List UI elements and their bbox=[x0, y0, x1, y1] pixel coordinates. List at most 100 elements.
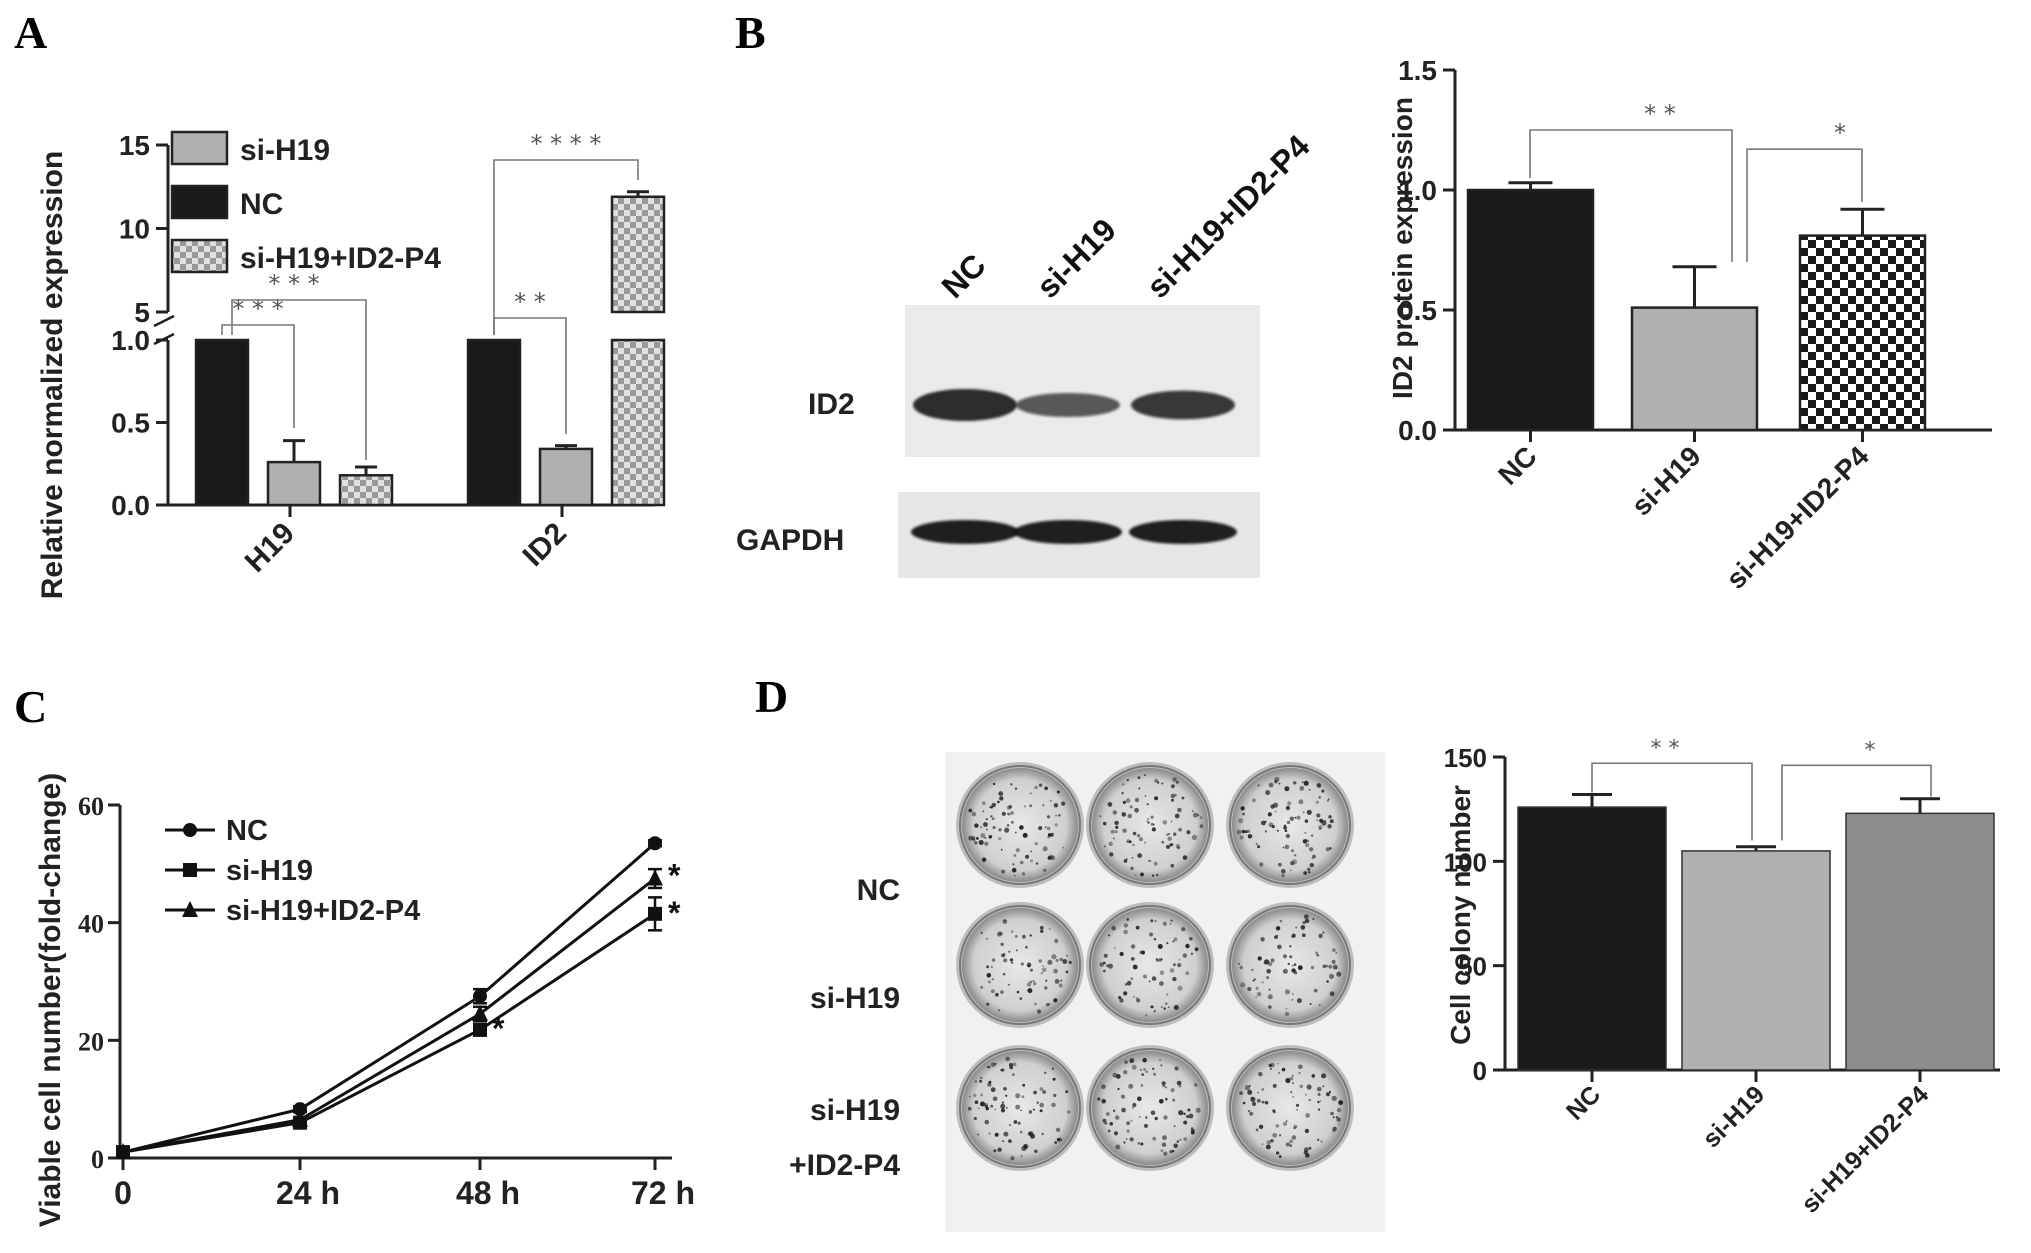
blot-lane-label-1: si-H19 bbox=[1029, 212, 1122, 305]
panel-b-bar-nc-error bbox=[1508, 181, 1553, 190]
panel-d-bar-si-h19-error bbox=[1736, 845, 1776, 851]
panel-a-axis-break bbox=[153, 314, 175, 328]
panel-c-ytick-2: 40 bbox=[78, 910, 104, 939]
panel-c-point-2-2 bbox=[472, 1004, 488, 1021]
panel-c-legend-marker-0 bbox=[183, 823, 197, 837]
panel-b-xtick-1: si-H19 bbox=[1625, 440, 1706, 521]
panel-b-axes: 0.0 0.5 1.0 1.5 bbox=[1398, 55, 1992, 446]
panel-c-point-1-3 bbox=[648, 906, 662, 921]
panel-a-bar-id2-si-h19-id2-p4-error bbox=[627, 190, 649, 197]
panel-b-sig-nc-si-label: * * bbox=[1644, 100, 1676, 128]
panel-a-sig-h19-rescue-label: * * * bbox=[268, 270, 319, 298]
blot-band-gapdh-lane-1 bbox=[1014, 520, 1122, 544]
blot-band-id2-lane-1 bbox=[1016, 393, 1120, 417]
colony-row-label-nc: NC bbox=[857, 874, 900, 907]
blot-row-label-gapdh: GAPDH bbox=[736, 524, 844, 557]
colony-well-r1-c2 bbox=[1226, 902, 1354, 1028]
panel-b-bar-si-h19-id2-p4 bbox=[1798, 234, 1927, 432]
panel-c-xtick-2: 48 h bbox=[456, 1175, 520, 1211]
panel-a-legend-swatch-1 bbox=[170, 184, 229, 220]
panel-c-line-0 bbox=[122, 842, 656, 1154]
panel-a-legend-label-2: si-H19+ID2-P4 bbox=[240, 242, 441, 275]
panel-a-sig-h19-rescue: * * * bbox=[231, 270, 367, 460]
panel-c-legend-label-2: si-H19+ID2-P4 bbox=[226, 895, 420, 927]
panel-c-legend-label-0: NC bbox=[226, 815, 268, 847]
panel-d-chart: Cell colony number 0 50 100 150 * * * NC si-H… bbox=[1444, 736, 2000, 1219]
panel-c-line-2 bbox=[122, 877, 656, 1154]
blot-lane-label-2: si-H19+ID2-P4 bbox=[1139, 128, 1316, 305]
panel-a-ytick-upper-1: 10 bbox=[119, 214, 150, 245]
panel-a-legend-label-1: NC bbox=[240, 188, 283, 221]
panel-a-bar-h19-si-h19-id2-p4-error bbox=[355, 465, 377, 476]
panel-d-bar-nc-error bbox=[1572, 793, 1612, 808]
panel-a-bar-h19-nc bbox=[194, 338, 250, 507]
colony-plates: NC si-H19 si-H19 +ID2-P4 bbox=[789, 752, 1385, 1232]
panel-label-d: D bbox=[755, 671, 788, 722]
panel-label-a: A bbox=[14, 7, 47, 58]
colony-row-label-si-h19-rescue-1: si-H19 bbox=[810, 1094, 900, 1127]
panel-a-chart: Relative normalized expression 0.0 0.5 1.0… bbox=[36, 130, 668, 599]
panel-d-bar-si-h19-id2-p4-error bbox=[1900, 797, 1940, 814]
panel-d-ylabel: Cell colony number bbox=[1445, 785, 1476, 1045]
panel-d-bar-si-h19-id2-p4 bbox=[1845, 812, 1995, 1071]
panel-a-xtick-h19: H19 bbox=[239, 517, 301, 579]
panel-c-ytick-3: 60 bbox=[78, 792, 104, 821]
panel-a-bar-h19-si-h19 bbox=[266, 460, 322, 507]
panel-b-ytick-2: 1.0 bbox=[1398, 175, 1437, 206]
colony-well-r1-c1 bbox=[1086, 902, 1214, 1028]
colony-well-r0-c2 bbox=[1226, 762, 1354, 888]
panel-a-ytick-lower-1: 0.5 bbox=[111, 408, 150, 439]
panel-b-sig-si-rescue-label: * bbox=[1834, 119, 1846, 147]
panel-label-c: C bbox=[14, 681, 47, 732]
blot-row-label-id2: ID2 bbox=[808, 388, 855, 421]
panel-b-sig-si-rescue: * bbox=[1746, 119, 1863, 262]
colony-well-r2-c0 bbox=[956, 1045, 1084, 1171]
panel-a-ytick-lower-2: 1.0 bbox=[111, 325, 150, 356]
blot-band-id2-lane-2 bbox=[1131, 390, 1235, 420]
panel-a-bar-id2-nc bbox=[466, 338, 522, 507]
panel-c-point-1-2 bbox=[473, 1022, 487, 1037]
panel-c-point-0-2 bbox=[473, 989, 487, 1004]
panel-a-sig-id2-si-label: * * bbox=[514, 288, 546, 316]
panel-d-sig-nc-si-label: * * bbox=[1651, 736, 1680, 761]
panel-a-ytick-upper-2: 15 bbox=[119, 130, 150, 161]
panel-a-ytick-upper-0: 5 bbox=[134, 297, 150, 328]
panel-b-ytick-1: 0.5 bbox=[1398, 295, 1437, 326]
panel-c-annotation-2: * bbox=[492, 1011, 505, 1047]
panel-b-bar-si-h19 bbox=[1630, 306, 1759, 432]
panel-c-legend-marker-1 bbox=[183, 863, 197, 877]
panel-b-ylabel: ID2 protein expression bbox=[1387, 97, 1418, 399]
panel-c-ytick-0: 0 bbox=[91, 1145, 104, 1174]
panel-d-bar-nc bbox=[1517, 806, 1667, 1071]
panel-a-sig-id2-rescue: * * * * bbox=[493, 130, 639, 335]
panel-d-ytick-3: 150 bbox=[1444, 743, 1487, 773]
panel-a-legend-label-0: si-H19 bbox=[240, 134, 330, 167]
colony-well-r0-c0 bbox=[956, 762, 1084, 888]
panel-d-xtick-2: si-H19+ID2-P4 bbox=[1796, 1080, 1934, 1218]
colony-well-r2-c2 bbox=[1226, 1045, 1354, 1171]
panel-b-chart: ID2 protein expression 0.0 0.5 1.0 1.5 * * *… bbox=[1387, 55, 1992, 595]
panel-b-sig-nc-si: * * bbox=[1529, 100, 1733, 262]
western-blot: NC si-H19 si-H19+ID2-P4 ID2 GAPDH bbox=[736, 128, 1317, 578]
panel-b-ytick-3: 1.5 bbox=[1398, 55, 1437, 86]
panel-a-bar-id2-si-h19-error bbox=[555, 444, 577, 449]
panel-c-point-0-3 bbox=[648, 836, 662, 851]
panel-a-legend: si-H19 NC si-H19+ID2-P4 bbox=[170, 130, 441, 275]
colony-well-r1-c0 bbox=[956, 902, 1084, 1028]
panel-b-bar-nc bbox=[1466, 188, 1595, 432]
panel-c-line-1 bbox=[122, 912, 656, 1154]
panel-c-point-0-1 bbox=[293, 1102, 307, 1117]
panel-d-sig-si-rescue-label: * bbox=[1865, 738, 1876, 763]
panel-label-b: B bbox=[735, 7, 766, 58]
panel-c-ytick-1: 20 bbox=[78, 1027, 104, 1056]
panel-d-sig-nc-si: * * bbox=[1591, 736, 1753, 841]
blot-band-gapdh-lane-2 bbox=[1129, 520, 1237, 544]
panel-a-sig-id2-rescue-label: * * * * bbox=[531, 130, 602, 158]
panel-d-xtick-0: NC bbox=[1561, 1080, 1606, 1125]
panel-b-xtick-0: NC bbox=[1492, 440, 1543, 491]
panel-c-series-si-h19-id2-p4 bbox=[115, 867, 663, 1160]
panel-d-bar-si-h19 bbox=[1681, 850, 1831, 1071]
panel-c-point-2-0 bbox=[115, 1143, 131, 1160]
panel-c-legend-marker-2 bbox=[182, 901, 198, 917]
